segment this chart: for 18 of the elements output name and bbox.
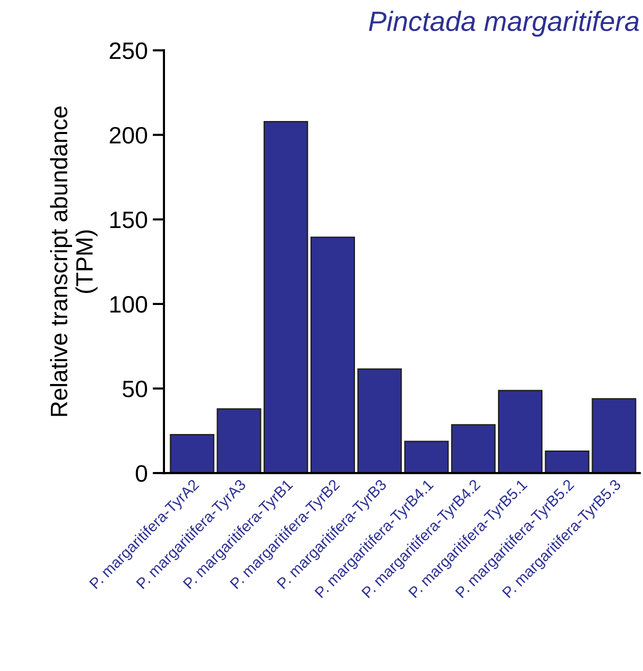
bar — [451, 424, 496, 474]
bar — [404, 440, 449, 474]
chart-title: Pinctada margaritifera — [368, 10, 639, 37]
y-axis-title: Relative transcript abundance (TPM) — [50, 106, 98, 416]
y-tick-label: 100 — [110, 296, 148, 313]
y-tick-label: 50 — [122, 380, 148, 398]
bar — [592, 398, 636, 474]
bar — [310, 236, 355, 474]
y-tick-label: 200 — [110, 126, 148, 144]
bar — [357, 368, 402, 474]
bar — [544, 450, 590, 474]
bar — [216, 408, 262, 474]
y-tick-label: 150 — [110, 211, 148, 228]
y-tick-label: 250 — [110, 42, 148, 60]
y-tick-label: 0 — [136, 465, 148, 482]
bar — [264, 120, 308, 474]
bar — [498, 390, 543, 474]
bar — [170, 434, 214, 474]
